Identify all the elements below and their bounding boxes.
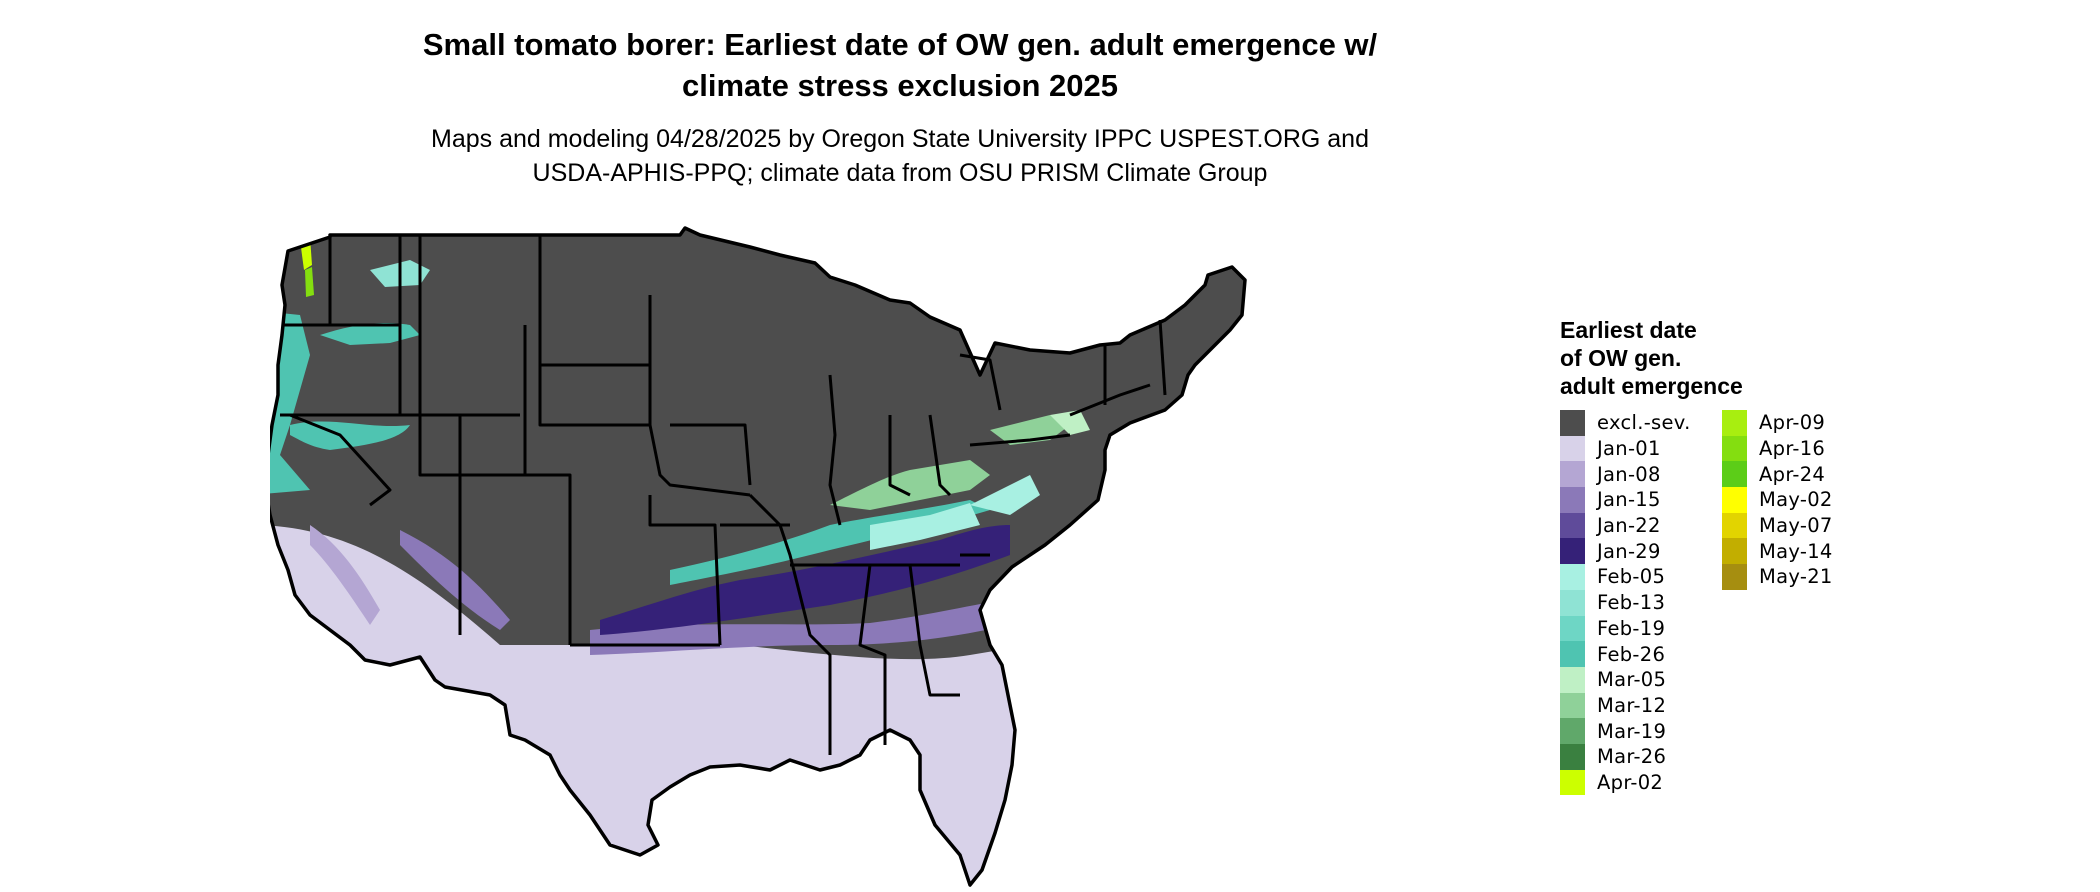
legend-item: Jan-01 [1560,435,1710,462]
legend-label: Mar-19 [1597,719,1667,743]
legend-item: Jan-29 [1560,538,1710,565]
legend-swatch [1722,461,1747,488]
legend-swatch [1560,769,1585,796]
legend-item: May-21 [1722,564,1872,590]
legend-label: Apr-02 [1597,770,1664,794]
legend-swatch [1560,410,1585,436]
legend-item: Jan-22 [1560,512,1710,539]
legend-item: Jan-15 [1560,487,1710,513]
legend-swatch [1560,615,1585,642]
title-line-1: Small tomato borer: Earliest date of OW … [422,27,1378,62]
legend-label: Feb-05 [1597,565,1666,589]
legend-item: May-14 [1722,538,1872,565]
subtitle-line-2: USDA-APHIS-PPQ; climate data from OSU PR… [532,159,1268,187]
legend-item: excl.-sev. [1560,410,1710,436]
legend-label: Jan-22 [1597,514,1661,538]
legend-swatch [1722,512,1747,539]
legend-label: excl.-sev. [1597,411,1691,435]
map-subtitle: Maps and modeling 04/28/2025 by Oregon S… [260,122,1540,190]
legend-item: Apr-16 [1722,435,1872,462]
legend-label: May-07 [1759,514,1833,538]
legend-swatch [1560,666,1585,693]
legend-label: Feb-26 [1597,642,1666,666]
legend-swatch [1722,538,1747,565]
legend-label: May-14 [1759,539,1833,563]
legend-label: Jan-15 [1597,488,1661,512]
legend-swatch [1560,461,1585,488]
legend-item: May-07 [1722,512,1872,539]
title-line-2: climate stress exclusion 2025 [682,68,1118,103]
legend-item: Feb-19 [1560,615,1710,642]
legend-swatch [1560,589,1585,616]
legend-swatch [1722,564,1747,590]
legend-item: Mar-26 [1560,743,1710,770]
legend-item: Apr-24 [1722,461,1872,488]
legend-item: Feb-05 [1560,564,1710,590]
legend-item: Apr-02 [1560,769,1710,796]
subtitle-line-1: Maps and modeling 04/28/2025 by Oregon S… [431,125,1369,153]
legend-label: Jan-01 [1597,437,1661,461]
legend-swatch [1722,410,1747,436]
legend-swatch [1560,435,1585,462]
legend-column-1: excl.-sev. Jan-01 Jan-08 Jan-15 Jan-22 Jan-29… [1560,410,1710,796]
legend-item: May-02 [1722,487,1872,513]
legend-item: Feb-13 [1560,589,1710,616]
legend-swatch [1560,718,1585,744]
legend-column-2: Apr-09 Apr-16 Apr-24 May-02 May-07 May-14 May-… [1722,410,1872,795]
legend-swatch [1560,487,1585,513]
legend-title-line: adult emergence [1560,373,1743,399]
legend-item: Mar-19 [1560,718,1710,744]
legend-label: Mar-26 [1597,745,1667,769]
legend-swatch [1560,692,1585,719]
legend-title-line: Earliest date [1560,317,1697,343]
legend-label: Mar-05 [1597,668,1667,692]
legend-swatch [1722,487,1747,513]
legend-label: Feb-19 [1597,616,1666,640]
legend-item: Apr-09 [1722,410,1872,436]
legend-swatch [1560,564,1585,590]
legend-title: Earliest date of OW gen. adult emergence [1560,316,2080,400]
legend-label: May-21 [1759,565,1833,589]
legend-swatch [1722,435,1747,462]
legend: Earliest date of OW gen. adult emergence… [1560,316,2080,796]
legend-item: Mar-05 [1560,666,1710,693]
legend-item: Feb-26 [1560,641,1710,667]
legend-label: Feb-13 [1597,591,1666,615]
legend-swatch [1560,512,1585,539]
legend-swatch [1560,743,1585,770]
conus-map [270,226,1247,887]
legend-swatch [1560,538,1585,565]
legend-label: Apr-09 [1759,411,1826,435]
legend-label: Apr-24 [1759,462,1826,486]
map-title: Small tomato borer: Earliest date of OW … [260,24,1540,106]
legend-item: Jan-08 [1560,461,1710,488]
legend-label: Apr-16 [1759,437,1826,461]
legend-item: Mar-12 [1560,692,1710,719]
legend-swatch [1560,641,1585,667]
legend-label: Jan-08 [1597,462,1661,486]
legend-label: May-02 [1759,488,1833,512]
legend-title-line: of OW gen. [1560,345,1682,371]
legend-label: Mar-12 [1597,693,1667,717]
legend-label: Jan-29 [1597,539,1661,563]
